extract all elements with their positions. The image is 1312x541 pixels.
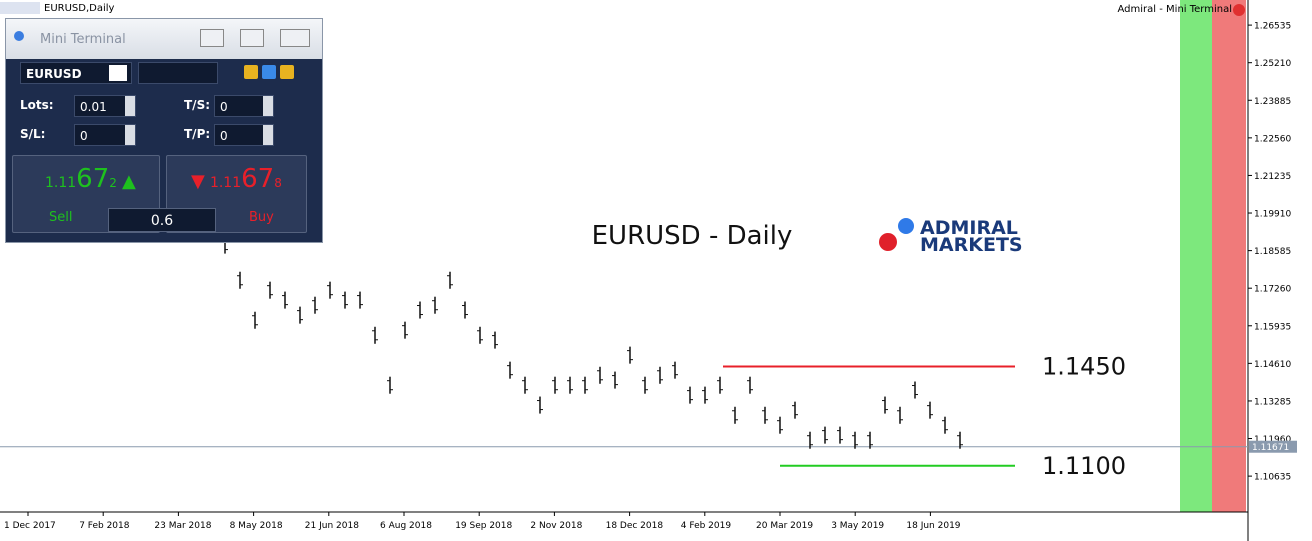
spread: 0.6 xyxy=(108,208,216,232)
price-small: 2 xyxy=(109,176,117,190)
x-tick-label: 18 Jun 2019 xyxy=(906,521,960,531)
field-value: 0 xyxy=(220,129,228,143)
icon[interactable] xyxy=(244,65,258,79)
symbol: EURUSD xyxy=(26,67,82,81)
y-tick-label: 1.18585 xyxy=(1254,247,1291,257)
support-label: 1.1100 xyxy=(1042,452,1126,480)
mini-terminal[interactable]: Mini Terminal EURUSD Lots: 0.01 T/S: 0 S/L: 0… xyxy=(5,18,323,243)
window-title: EURUSD,Daily xyxy=(44,3,115,14)
price-tag-label: 1.11671 xyxy=(1252,443,1289,453)
y-tick-label: 1.14610 xyxy=(1254,360,1291,370)
indicator-green xyxy=(1180,0,1212,512)
icon[interactable] xyxy=(262,65,276,79)
y-tick-label: 1.11960 xyxy=(1254,435,1291,445)
indicator-label: Admiral - Mini Terminal xyxy=(1118,4,1232,15)
y-tick-label: 1.23885 xyxy=(1254,97,1291,107)
price-pips: 67 xyxy=(241,164,275,194)
x-tick-label: 2 Nov 2018 xyxy=(530,521,582,531)
field xyxy=(138,62,218,84)
y-tick-label: 1.26535 xyxy=(1254,22,1291,32)
price-big: 1.11 xyxy=(209,175,242,191)
x-tick-label: 8 May 2018 xyxy=(230,521,283,531)
field-value: 0.01 xyxy=(80,100,107,114)
icon[interactable] xyxy=(280,65,294,79)
minimize-button[interactable] xyxy=(200,29,224,47)
symbol-select[interactable]: EURUSD xyxy=(20,62,132,84)
buy-panel[interactable]: ▼ 1.11678 Buy xyxy=(166,155,307,233)
window-icon xyxy=(0,2,40,14)
icon xyxy=(14,31,24,41)
y-tick-label: 1.13285 xyxy=(1254,397,1291,407)
field-input[interactable]: 0 xyxy=(214,95,274,117)
spinner[interactable] xyxy=(125,96,135,116)
x-tick-label: 20 Mar 2019 xyxy=(756,521,813,531)
logo-dot xyxy=(898,218,914,234)
terminal-title: Mini Terminal xyxy=(40,32,126,47)
field-value: 0 xyxy=(220,100,228,114)
logo-dot xyxy=(879,233,897,251)
chart-title: EURUSD - Daily xyxy=(592,221,793,251)
x-tick-label: 23 Mar 2018 xyxy=(154,521,211,531)
price-big: 1.11 xyxy=(45,175,77,191)
sell-label: Sell xyxy=(49,210,73,225)
spinner[interactable] xyxy=(263,125,273,145)
field-input[interactable]: 0.01 xyxy=(74,95,136,117)
close-button[interactable] xyxy=(280,29,310,47)
y-tick-label: 1.25210 xyxy=(1254,59,1291,69)
x-tick-label: 6 Aug 2018 xyxy=(380,521,432,531)
spinner[interactable] xyxy=(263,96,273,116)
resistance-label: 1.1450 xyxy=(1042,352,1126,380)
price-tag xyxy=(1249,440,1297,453)
y-tick-label: 1.19910 xyxy=(1254,210,1291,220)
y-tick-label: 1.15935 xyxy=(1254,322,1291,332)
logo-text: ADMIRAL xyxy=(920,217,1018,239)
title-bar: Mini Terminal xyxy=(6,19,322,59)
x-tick-label: 21 Jun 2018 xyxy=(305,521,359,531)
x-tick-label: 3 May 2019 xyxy=(831,521,884,531)
price-small: 8 xyxy=(274,176,282,190)
y-tick-label: 1.22560 xyxy=(1254,134,1291,144)
field-input[interactable]: 0 xyxy=(214,124,274,146)
dropdown[interactable] xyxy=(109,65,127,81)
x-tick-label: 1 Dec 2017 xyxy=(4,521,56,531)
buy-price: ▼ 1.11678 xyxy=(191,164,282,194)
y-tick-label: 1.17260 xyxy=(1254,285,1291,295)
indicator-icon xyxy=(1233,4,1245,16)
x-tick-label: 4 Feb 2019 xyxy=(681,521,732,531)
x-tick-label: 7 Feb 2018 xyxy=(79,521,130,531)
field-label: S/L: xyxy=(20,127,46,141)
spinner[interactable] xyxy=(125,125,135,145)
logo-text: MARKETS xyxy=(920,234,1023,256)
field-label: T/P: xyxy=(184,127,211,141)
x-tick-label: 18 Dec 2018 xyxy=(606,521,664,531)
maximize-button[interactable] xyxy=(240,29,264,47)
field-label: T/S: xyxy=(184,98,211,112)
field-value: 0 xyxy=(80,129,88,143)
y-tick-label: 1.21235 xyxy=(1254,172,1291,182)
buy-label: Buy xyxy=(249,210,274,225)
indicator-red xyxy=(1212,0,1246,512)
x-tick-label: 19 Sep 2018 xyxy=(455,521,512,531)
y-tick-label: 1.10635 xyxy=(1254,473,1291,483)
price-pips: 67 xyxy=(76,164,110,194)
field-label: Lots: xyxy=(20,98,54,112)
sell-price: 1.11672 ▲ xyxy=(45,164,136,194)
field-input[interactable]: 0 xyxy=(74,124,136,146)
